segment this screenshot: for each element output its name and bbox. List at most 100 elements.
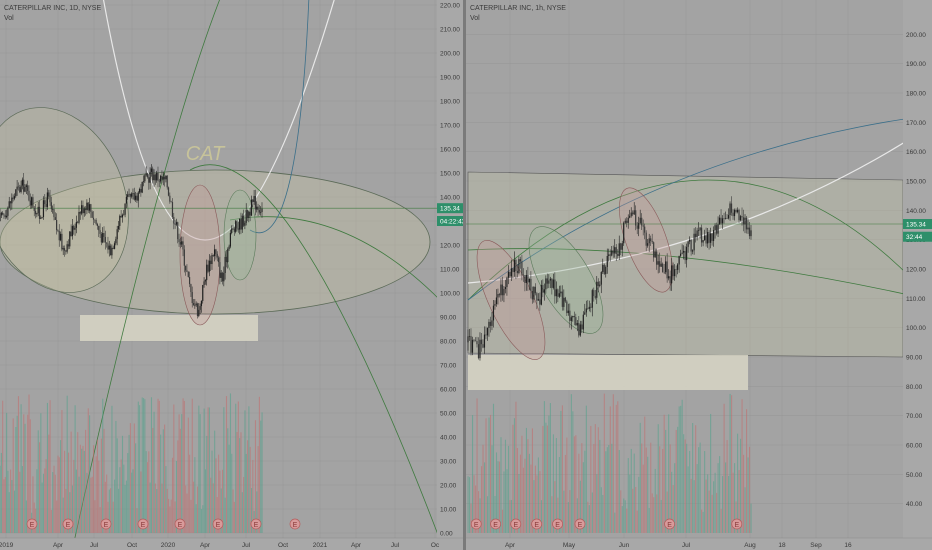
earnings-event-marker[interactable]: E xyxy=(490,518,501,530)
earnings-event-marker[interactable]: E xyxy=(510,518,522,530)
volume-bar xyxy=(0,465,1,533)
parabola-drawing-white[interactable] xyxy=(100,0,340,241)
earnings-event-marker[interactable]: E xyxy=(531,518,543,530)
volume-bar xyxy=(216,497,218,533)
earnings-event-marker[interactable]: E xyxy=(470,518,482,530)
volume-bar xyxy=(590,425,592,533)
volume-bar xyxy=(594,424,596,533)
earnings-marker-circle xyxy=(289,518,301,530)
candle-body xyxy=(488,321,490,328)
candle-body xyxy=(224,256,226,273)
chart-panel-daily[interactable]: CAT E E E E E E E E 0.00 10.00 20.00 30.00 40.00 50.00… xyxy=(0,0,463,550)
candle-body xyxy=(663,271,665,273)
candle-body xyxy=(687,241,689,247)
candle-body xyxy=(149,171,151,183)
candle-body xyxy=(566,301,568,314)
arc-drawing-blue[interactable] xyxy=(249,0,310,234)
arc-drawing-green-large[interactable] xyxy=(467,179,932,301)
chart-daily-svg[interactable]: CAT E E E E E E E E 0.00 10.00 20.00 30.00 40.00 50.00… xyxy=(0,0,463,550)
panel-divider[interactable] xyxy=(463,0,466,550)
volume-bar xyxy=(152,427,154,533)
volume-bar xyxy=(657,424,659,533)
candle-body xyxy=(253,196,255,203)
volume-bar xyxy=(531,428,533,533)
candle-body xyxy=(233,228,235,232)
candle-body xyxy=(703,235,706,241)
price-axis[interactable] xyxy=(903,0,932,550)
volume-bar xyxy=(515,401,517,533)
earnings-marker-circle xyxy=(212,518,224,530)
volume-bar xyxy=(668,414,670,533)
volume-bar xyxy=(145,451,147,533)
volume-bar xyxy=(193,481,195,533)
y-tick-label: 60.00 xyxy=(906,443,923,450)
candle-body xyxy=(81,205,83,214)
candle-body xyxy=(626,220,628,223)
candle-body xyxy=(78,211,80,223)
earnings-event-marker[interactable]: E xyxy=(62,518,74,530)
candle-body xyxy=(706,232,709,244)
candle-body xyxy=(512,268,514,273)
earnings-event-marker[interactable]: E xyxy=(137,518,149,530)
highlight-box-drawing[interactable] xyxy=(468,355,748,390)
volume-bar xyxy=(620,490,622,533)
earnings-event-marker[interactable]: E xyxy=(26,518,38,530)
volume-bar xyxy=(219,470,221,533)
volume-bar xyxy=(492,403,495,533)
volume-bar xyxy=(543,401,545,533)
candle-body xyxy=(686,246,688,261)
candle-body xyxy=(641,217,643,226)
volume-bar xyxy=(737,433,739,533)
earnings-event-marker[interactable]: E xyxy=(174,518,186,530)
earnings-event-marker[interactable]: E xyxy=(664,518,675,530)
candle-body xyxy=(712,230,715,241)
highlight-box-drawing[interactable] xyxy=(80,315,258,341)
x-tick-label: May xyxy=(563,542,576,549)
arc-drawing-green-falling[interactable] xyxy=(189,164,441,541)
earnings-event-marker[interactable]: E xyxy=(574,518,586,530)
x-tick-label: Sep xyxy=(810,542,822,549)
chart-panel-hourly[interactable]: E E E E E E E E 40.00 50.00 60.00 70.00 80.00 90.00 10… xyxy=(466,0,932,550)
arc-drawing-green-rising[interactable] xyxy=(70,0,320,550)
ellipse-drawing-red[interactable] xyxy=(179,184,221,326)
time-axis[interactable] xyxy=(466,538,932,550)
y-tick-label: 40.00 xyxy=(906,501,923,508)
ellipse-drawing-left[interactable] xyxy=(0,87,153,313)
candle-body xyxy=(220,272,222,278)
volume-bar xyxy=(150,397,153,533)
arc-drawing-blue[interactable] xyxy=(467,114,932,301)
volume-bar xyxy=(471,415,474,533)
candle-body xyxy=(175,222,178,225)
candle-body xyxy=(0,215,1,221)
candle-body xyxy=(576,323,578,326)
earnings-event-marker[interactable]: E xyxy=(289,518,301,530)
volume-bar xyxy=(578,453,580,533)
candle-body xyxy=(745,217,748,230)
earnings-event-marker[interactable]: E xyxy=(552,518,563,530)
volume-bar xyxy=(731,395,733,533)
candle-body xyxy=(741,216,743,218)
volume-bar xyxy=(140,471,142,533)
candle-body xyxy=(474,340,477,342)
earnings-event-marker[interactable]: E xyxy=(212,518,224,530)
candle-body xyxy=(137,192,139,201)
earnings-event-marker[interactable]: E xyxy=(250,518,262,530)
arc-drawing-green-side[interactable] xyxy=(229,216,441,301)
earnings-event-marker[interactable]: E xyxy=(100,518,112,530)
volume-bar xyxy=(495,452,498,533)
earnings-event-marker[interactable]: E xyxy=(731,518,743,530)
price-label-text: 32:44 xyxy=(906,234,923,241)
volume-bar xyxy=(171,457,174,533)
candle-body xyxy=(690,239,692,252)
price-axis[interactable] xyxy=(437,0,463,550)
time-axis[interactable] xyxy=(0,538,463,550)
candle-body xyxy=(615,247,617,255)
arc-drawing-green-lower[interactable] xyxy=(467,248,932,301)
volume-bar xyxy=(479,498,481,533)
chart-hourly-svg[interactable]: E E E E E E E E 40.00 50.00 60.00 70.00 80.00 90.00 10… xyxy=(466,0,932,550)
volume-bar xyxy=(675,429,677,533)
candle-body xyxy=(699,227,701,231)
volume-bar xyxy=(7,470,9,533)
volume-bar xyxy=(588,505,590,533)
candle-body xyxy=(219,262,221,278)
